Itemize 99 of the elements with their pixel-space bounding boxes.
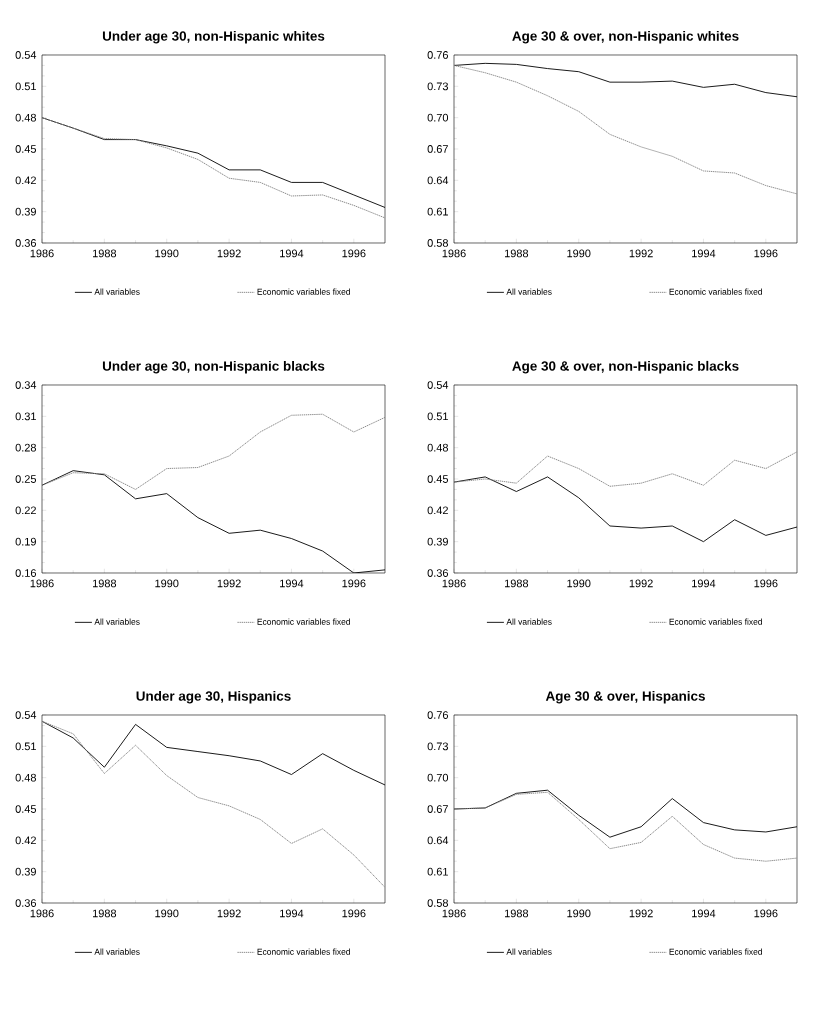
y-tick-label: 0.64 (427, 176, 449, 185)
y-tick-label: 0.67 (427, 145, 448, 153)
x-tick-label: 1986 (30, 579, 54, 588)
y-tick-label: 0.42 (427, 506, 448, 515)
line-series (454, 791, 798, 862)
x-tick-label: 1996 (754, 249, 778, 258)
x-tick-label: 1992 (217, 249, 241, 258)
legend-label: All variables (94, 618, 140, 625)
y-tick-label: 0.36 (15, 899, 36, 907)
chart-title: Age 30 & over, non-Hispanic whites (512, 30, 739, 44)
y-tick-label: 0.39 (427, 537, 448, 546)
x-tick-label: 1990 (567, 249, 591, 258)
x-tick-label: 1990 (155, 249, 179, 258)
x-tick-label: 1986 (442, 249, 466, 258)
y-tick-label: 0.34 (15, 381, 37, 389)
legend-label: All variables (506, 618, 552, 625)
chart-title: Age 30 & over, non-Hispanic blacks (512, 360, 739, 374)
x-tick-label: 1992 (217, 909, 241, 918)
y-tick-label: 0.64 (427, 836, 449, 845)
x-tick-label: 1992 (629, 909, 653, 918)
y-tick-label: 0.51 (15, 82, 36, 91)
x-tick-label: 1994 (692, 909, 716, 918)
x-tick-label: 1996 (342, 909, 366, 918)
y-tick-label: 0.73 (427, 82, 448, 91)
x-tick-label: 1994 (280, 579, 304, 588)
x-tick-label: 1994 (692, 579, 716, 588)
x-tick-label: 1992 (629, 579, 653, 588)
x-tick-label: 1996 (754, 579, 778, 588)
y-tick-label: 0.76 (427, 51, 448, 59)
x-tick-label: 1990 (155, 909, 179, 918)
legend-label: Economic variables fixed (257, 618, 350, 625)
legend-label: All variables (94, 948, 140, 955)
legend-label: All variables (94, 288, 140, 295)
y-tick-label: 0.45 (15, 145, 37, 153)
y-tick-label: 0.70 (427, 113, 449, 122)
x-tick-label: 1994 (280, 249, 304, 258)
y-tick-label: 0.42 (15, 836, 36, 845)
y-tick-label: 0.54 (15, 711, 37, 719)
y-tick-label: 0.16 (15, 569, 36, 577)
x-tick-label: 1988 (505, 909, 529, 918)
y-tick-label: 0.31 (15, 412, 36, 421)
chart-title: Under age 30, non-Hispanic whites (102, 30, 325, 44)
y-tick-label: 0.58 (427, 899, 448, 907)
y-tick-label: 0.76 (427, 711, 448, 719)
y-tick-label: 0.58 (427, 239, 448, 247)
chart-title: Age 30 & over, Hispanics (545, 690, 705, 704)
chart-title: Under age 30, Hispanics (136, 690, 291, 704)
chart-title: Under age 30, non-Hispanic blacks (102, 360, 325, 374)
x-tick-label: 1986 (442, 579, 466, 588)
y-tick-label: 0.48 (427, 443, 448, 452)
y-tick-label: 0.48 (15, 773, 36, 782)
y-tick-label: 0.73 (427, 742, 448, 751)
y-tick-label: 0.51 (15, 742, 36, 751)
x-tick-label: 1988 (93, 249, 117, 258)
y-tick-label: 0.54 (15, 51, 37, 59)
x-tick-label: 1986 (442, 909, 466, 918)
x-tick-label: 1986 (30, 249, 54, 258)
y-tick-label: 0.61 (427, 867, 448, 876)
x-tick-label: 1992 (629, 249, 653, 258)
y-tick-label: 0.39 (15, 867, 36, 876)
x-tick-label: 1988 (505, 579, 529, 588)
x-tick-label: 1990 (567, 579, 591, 588)
x-tick-label: 1992 (217, 579, 241, 588)
y-tick-label: 0.42 (15, 176, 36, 185)
y-tick-label: 0.22 (15, 506, 36, 515)
x-tick-label: 1990 (155, 579, 179, 588)
y-tick-label: 0.25 (15, 475, 37, 483)
x-tick-label: 1990 (567, 909, 591, 918)
x-tick-label: 1988 (505, 249, 529, 258)
y-tick-label: 0.28 (15, 443, 36, 452)
x-tick-label: 1996 (342, 579, 366, 588)
legend-label: Economic variables fixed (257, 288, 350, 295)
y-tick-label: 0.54 (427, 381, 449, 389)
y-tick-label: 0.39 (15, 207, 36, 216)
y-tick-label: 0.51 (427, 412, 448, 421)
y-tick-label: 0.61 (427, 207, 448, 216)
legend-label: Economic variables fixed (669, 618, 762, 625)
y-tick-label: 0.67 (427, 805, 448, 813)
legend-label: All variables (506, 288, 552, 295)
y-tick-label: 0.48 (15, 113, 36, 122)
y-tick-label: 0.45 (15, 805, 37, 813)
line-series (42, 720, 385, 888)
x-tick-label: 1996 (754, 909, 778, 918)
legend-label: Economic variables fixed (669, 948, 762, 955)
y-tick-label: 0.45 (427, 475, 449, 483)
y-tick-label: 0.70 (427, 773, 449, 782)
x-tick-label: 1986 (30, 909, 54, 918)
x-tick-label: 1988 (93, 909, 117, 918)
legend-label: Economic variables fixed (257, 948, 350, 955)
y-tick-label: 0.36 (427, 569, 448, 577)
legend-label: All variables (506, 948, 552, 955)
y-tick-label: 0.36 (15, 239, 36, 247)
legend-label: Economic variables fixed (669, 288, 762, 295)
x-tick-label: 1988 (93, 579, 117, 588)
x-tick-label: 1996 (342, 249, 366, 258)
y-tick-label: 0.19 (15, 537, 36, 546)
x-tick-label: 1994 (280, 909, 304, 918)
line-series (42, 413, 385, 490)
x-tick-label: 1994 (692, 249, 716, 258)
